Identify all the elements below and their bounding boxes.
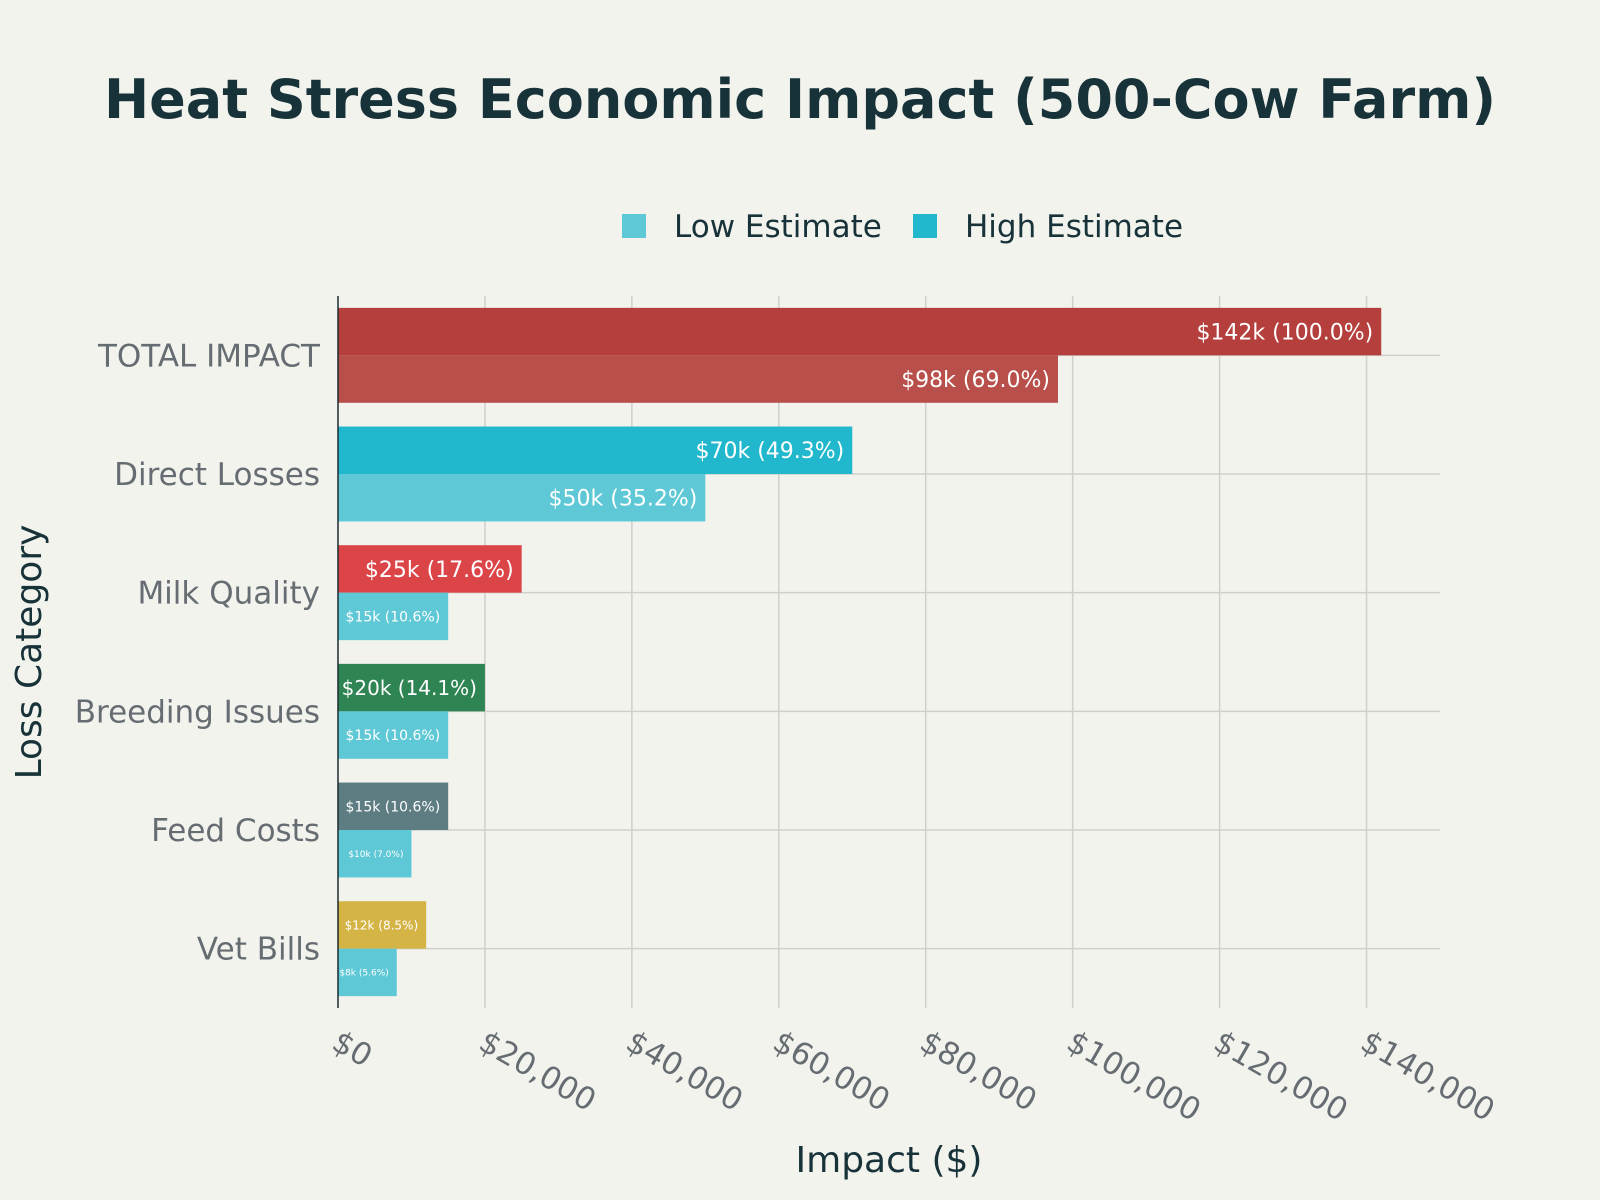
- y-tick-label: Breeding Issues: [75, 694, 320, 730]
- bar-label-high: $70k (49.3%): [695, 439, 844, 464]
- bar-label-high: $20k (14.1%): [342, 676, 477, 700]
- bar-low[interactable]: [338, 474, 706, 522]
- bar-label-low: $10k (7.0%): [348, 850, 403, 860]
- y-tick-labels: TOTAL IMPACT Direct Losses Milk Quality Bre…: [75, 338, 321, 967]
- bar-high[interactable]: [338, 307, 1382, 356]
- bar-label-high: $25k (17.6%): [365, 558, 514, 583]
- bar-low[interactable]: [338, 711, 449, 759]
- legend-swatch-high[interactable]: [913, 214, 937, 238]
- bar-high[interactable]: [338, 901, 427, 949]
- bar-label-low: $8k (5.6%): [339, 969, 388, 979]
- y-axis-title: Loss Category: [9, 525, 50, 780]
- x-tick-label: $0: [326, 1024, 378, 1075]
- x-tick-label: $40,000: [620, 1024, 749, 1119]
- bar-label-low: $15k (10.6%): [346, 728, 441, 744]
- bar-label-high: $142k (100.0%): [1196, 321, 1373, 346]
- bar-label-low: $50k (35.2%): [549, 487, 698, 512]
- legend-label-high: High Estimate: [965, 209, 1183, 245]
- bar-label-low: $15k (10.6%): [346, 609, 441, 625]
- bar-label-high: $12k (8.5%): [345, 918, 419, 932]
- x-tick-label: $140,000: [1355, 1024, 1501, 1129]
- bar-label-low: $98k (69.0%): [901, 368, 1050, 393]
- legend-swatch-low[interactable]: [622, 214, 646, 238]
- x-tick-label: $20,000: [473, 1024, 602, 1119]
- x-tick-label: $100,000: [1061, 1024, 1207, 1129]
- bar-low[interactable]: [338, 355, 1058, 403]
- y-tick-label: TOTAL IMPACT: [97, 338, 321, 374]
- bar-high[interactable]: [338, 426, 853, 474]
- y-tick-label: Direct Losses: [114, 457, 320, 493]
- bars: $142k (100.0%) $98k (69.0%) $70k (49.3%) $5…: [338, 307, 1382, 997]
- x-tick-label: $80,000: [914, 1024, 1043, 1119]
- grid: [338, 296, 1440, 1008]
- bar-low[interactable]: [338, 592, 449, 641]
- y-tick-label: Vet Bills: [197, 932, 320, 968]
- legend-label-low: Low Estimate: [674, 209, 882, 245]
- bar-low[interactable]: [338, 948, 397, 997]
- x-tick-label: $120,000: [1208, 1024, 1354, 1129]
- x-axis-title: Impact ($): [796, 1140, 983, 1181]
- x-tick-label: $60,000: [767, 1024, 896, 1119]
- bar-low[interactable]: [338, 830, 412, 878]
- bar-high[interactable]: [338, 545, 522, 593]
- x-tick-labels: $0 $20,000 $40,000 $60,000 $80,000 $100,000 $1…: [326, 1024, 1501, 1129]
- bar-label-high: $15k (10.6%): [346, 799, 441, 815]
- chart-title: Heat Stress Economic Impact (500-Cow Far…: [104, 68, 1496, 131]
- y-tick-label: Feed Costs: [151, 813, 320, 849]
- bar-high[interactable]: [338, 782, 449, 830]
- bar-high[interactable]: [338, 663, 485, 712]
- legend: Low Estimate High Estimate: [622, 209, 1183, 245]
- y-tick-label: Milk Quality: [137, 576, 320, 612]
